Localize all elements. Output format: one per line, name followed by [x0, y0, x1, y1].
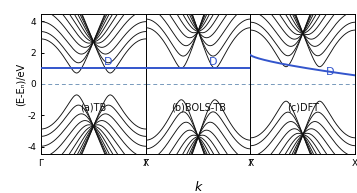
Text: (a)TB: (a)TB [80, 102, 106, 113]
Text: D: D [104, 58, 112, 68]
Y-axis label: (E-Eₙ)/eV: (E-Eₙ)/eV [16, 62, 26, 106]
Text: k: k [195, 181, 202, 193]
Text: D: D [326, 67, 335, 77]
Text: (b)BOLS-TB: (b)BOLS-TB [171, 102, 226, 113]
Text: D: D [208, 58, 217, 68]
Text: (c)DFT: (c)DFT [287, 102, 319, 113]
